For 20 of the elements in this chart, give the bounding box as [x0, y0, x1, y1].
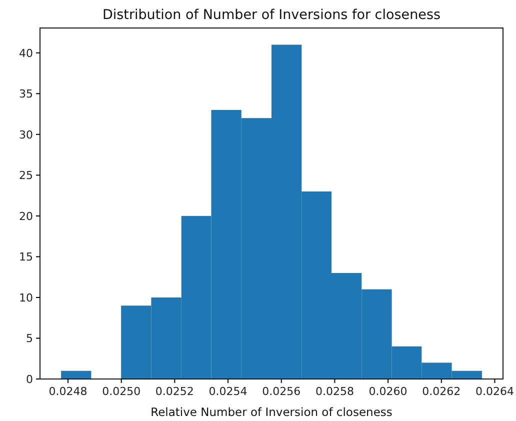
y-tick-label: 5 — [26, 332, 33, 346]
x-tick-label: 0.0256 — [262, 385, 301, 398]
x-axis-title: Relative Number of Inversion of closeness — [150, 405, 392, 419]
y-tick-label: 25 — [19, 169, 33, 182]
y-tick-label: 40 — [19, 46, 33, 60]
x-tick-label: 0.0254 — [208, 385, 248, 398]
x-tick-label: 0.0262 — [422, 385, 461, 398]
y-tick-label: 20 — [19, 210, 33, 223]
x-tick-label: 0.0248 — [48, 385, 88, 398]
x-tick-label: 0.0252 — [155, 385, 194, 398]
x-tick-label: 0.0260 — [368, 385, 408, 398]
y-tick-label: 0 — [26, 373, 33, 386]
chart-title: Distribution of Number of Inversions for closeness — [102, 7, 441, 23]
x-tick-label: 0.0258 — [315, 385, 354, 398]
y-tick-label: 35 — [19, 88, 33, 101]
y-tick-label: 30 — [19, 128, 33, 142]
x-tick-label: 0.0264 — [475, 385, 514, 398]
x-tick-label: 0.0250 — [102, 385, 141, 398]
y-tick-label: 15 — [19, 250, 33, 264]
y-tick-label: 10 — [19, 291, 33, 304]
